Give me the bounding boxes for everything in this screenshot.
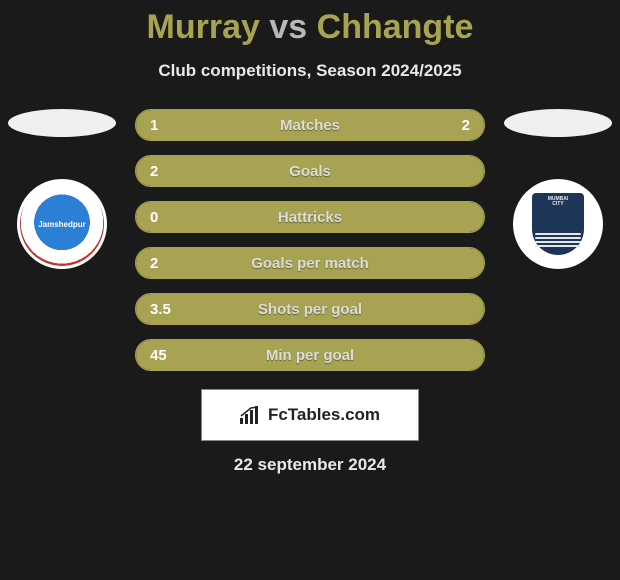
stat-label: Goals	[289, 163, 331, 180]
stat-value-left: 2	[150, 163, 158, 180]
right-side: MUMBAICITY	[503, 109, 613, 269]
brand-box[interactable]: FcTables.com	[201, 389, 419, 441]
stat-label: Matches	[280, 117, 340, 134]
shield-icon: MUMBAICITY	[532, 193, 584, 255]
stats-list: 1 2 Matches 2 Goals 0 Hattricks 2 Goals per matc…	[135, 109, 485, 371]
comparison-card: Murray vs Chhangte Club competitions, Se…	[0, 0, 620, 475]
stat-value-left: 3.5	[150, 301, 171, 318]
stat-value-right: 2	[462, 117, 470, 134]
stat-row: 2 Goals	[135, 155, 485, 187]
chart-icon	[240, 406, 262, 424]
title-player1: Murray	[147, 8, 260, 46]
stat-label: Hattricks	[278, 209, 342, 226]
right-ellipse	[504, 109, 612, 137]
team-badge-right: MUMBAICITY	[513, 179, 603, 269]
brand-text: FcTables.com	[268, 405, 380, 425]
stat-value-left: 1	[150, 117, 158, 134]
stat-value-left: 2	[150, 255, 158, 272]
stat-row: 1 2 Matches	[135, 109, 485, 141]
team-badge-right-label: MUMBAICITY	[548, 197, 569, 207]
team-badge-left-label: Jamshedpur	[38, 220, 86, 229]
stat-row: 3.5 Shots per goal	[135, 293, 485, 325]
stat-row: 2 Goals per match	[135, 247, 485, 279]
stat-value-left: 45	[150, 347, 167, 364]
title-vs: vs	[269, 8, 307, 46]
footer-date: 22 september 2024	[234, 455, 386, 475]
team-badge-left: Jamshedpur	[17, 179, 107, 269]
stat-row: 45 Min per goal	[135, 339, 485, 371]
left-side: Jamshedpur	[7, 109, 117, 269]
footer: FcTables.com 22 september 2024	[0, 389, 620, 475]
stat-label: Goals per match	[251, 255, 369, 272]
stat-label: Min per goal	[266, 347, 354, 364]
stat-value-left: 0	[150, 209, 158, 226]
stat-label: Shots per goal	[258, 301, 362, 318]
subtitle: Club competitions, Season 2024/2025	[0, 61, 620, 81]
page-title: Murray vs Chhangte	[0, 8, 620, 47]
main-row: Jamshedpur 1 2 Matches 2 Goals 0 Hattricks 2 Goa…	[0, 109, 620, 371]
left-ellipse	[8, 109, 116, 137]
title-player2: Chhangte	[317, 8, 474, 46]
waves-icon	[535, 233, 581, 249]
stat-row: 0 Hattricks	[135, 201, 485, 233]
